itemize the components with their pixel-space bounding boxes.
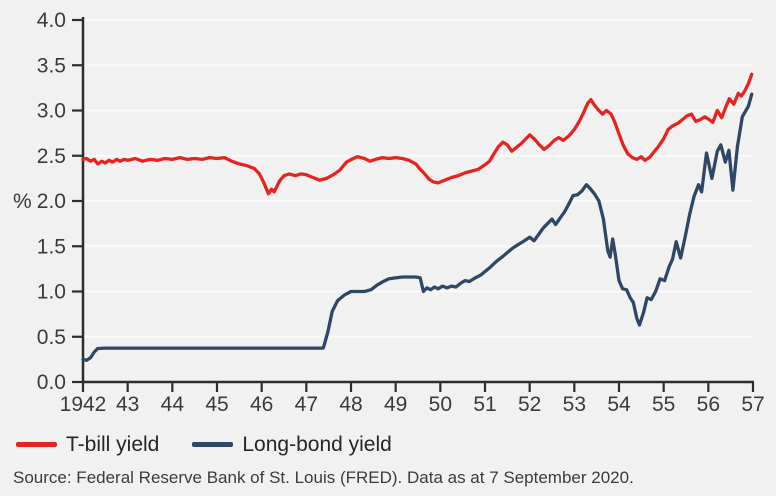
- x-tick-label: 55: [652, 393, 675, 416]
- x-tick-label: 50: [429, 393, 452, 416]
- chart-legend: T-bill yield Long-bond yield: [16, 431, 392, 458]
- x-tick-label: 49: [384, 393, 407, 416]
- y-tick-label: 3.0: [37, 100, 66, 123]
- y-tick-label: 0.0: [37, 371, 66, 394]
- yield-line-chart: 0.0 0.5 1.0 1.5 2.0 2.5 3.0 3.5 4.0 1942 43 44 45 46 4…: [13, 9, 765, 416]
- x-tick-label: 57: [741, 393, 764, 416]
- series-line-1: [81, 92, 754, 362]
- x-tick-label: 51: [473, 393, 496, 416]
- legend-item-long-bond-yield: Long-bond yield: [192, 432, 392, 457]
- x-tick-label: 43: [116, 393, 139, 416]
- y-tick-label: 1.5: [37, 235, 66, 258]
- legend-label-t-bill-yield: T-bill yield: [66, 432, 160, 456]
- x-tick-label: 48: [339, 393, 362, 416]
- y-tick-label: 2.5: [37, 145, 66, 168]
- y-tick-label: 1.0: [37, 281, 66, 304]
- y-tick-label: 0.5: [37, 326, 66, 349]
- y-tick-label: 4.0: [37, 9, 66, 32]
- x-tick-label: 44: [161, 393, 185, 416]
- x-tick-label: 47: [295, 393, 318, 416]
- x-tick-label: 45: [205, 393, 228, 416]
- x-tick-label: 56: [697, 393, 720, 416]
- y-tick-label: 2.0: [37, 190, 66, 213]
- series-line-0: [81, 72, 754, 196]
- legend-label-long-bond-yield: Long-bond yield: [242, 432, 392, 456]
- x-tick-label: 53: [563, 393, 586, 416]
- long-bond-line-swatch: [192, 442, 234, 447]
- y-axis-unit-label: %: [13, 190, 32, 213]
- source-note: Source: Federal Reserve Bank of St. Loui…: [13, 468, 634, 487]
- y-tick-label: 3.5: [37, 54, 66, 77]
- x-tick-label: 52: [518, 393, 541, 416]
- legend-item-t-bill-yield: T-bill yield: [16, 433, 159, 457]
- x-tick-label: 54: [607, 393, 631, 416]
- t-bill-line-swatch: [16, 442, 57, 447]
- x-tick-label: 46: [250, 393, 273, 416]
- x-tick-label: 1942: [60, 393, 107, 416]
